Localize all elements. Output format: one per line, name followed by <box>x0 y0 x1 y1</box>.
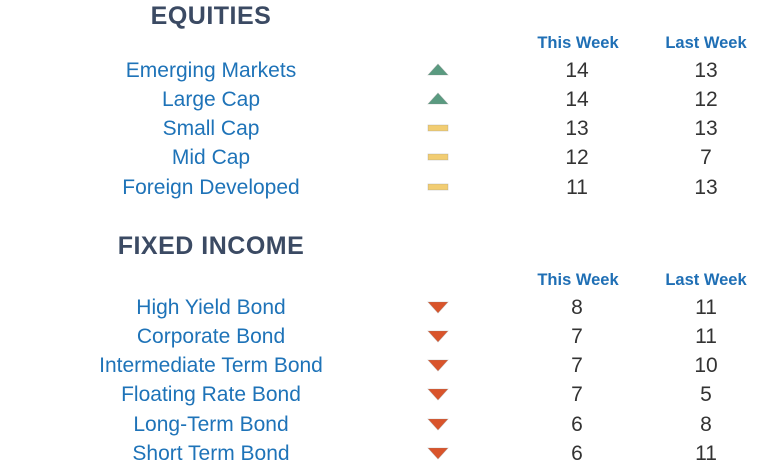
this-week-header: This Week <box>537 34 619 52</box>
down-triangle-icon <box>426 384 450 404</box>
last-week-header: Last Week <box>665 34 747 52</box>
this-week-value: 14 <box>565 88 589 111</box>
table-row: Small Cap 13 13 <box>0 114 771 143</box>
last-week-value: 12 <box>694 88 718 111</box>
last-week-value: 11 <box>695 325 717 348</box>
this-week-value: 8 <box>571 296 583 319</box>
asset-class-name: Small Cap <box>162 117 260 140</box>
this-week-value: 13 <box>565 117 589 140</box>
asset-class-name: Mid Cap <box>171 146 251 169</box>
this-week-value: 6 <box>571 442 583 465</box>
asset-class-name: Intermediate Term Bond <box>99 354 323 377</box>
up-triangle-icon <box>426 60 450 80</box>
down-triangle-icon <box>426 297 450 317</box>
this-week-value: 6 <box>571 413 583 436</box>
last-week-value: 7 <box>700 146 712 169</box>
section-title: EQUITIES <box>150 2 272 30</box>
flat-bar-icon <box>426 147 450 167</box>
asset-class-name: Corporate Bond <box>136 325 286 348</box>
table-row: Floating Rate Bond 7 5 <box>0 380 771 409</box>
last-week-value: 13 <box>694 59 718 82</box>
table-row: Corporate Bond 7 11 <box>0 322 771 351</box>
last-week-header: Last Week <box>665 271 747 289</box>
section-title: FIXED INCOME <box>117 232 305 260</box>
down-triangle-icon <box>426 355 450 375</box>
last-week-value: 10 <box>694 354 718 377</box>
last-week-value: 13 <box>694 117 718 140</box>
asset-class-name: Long-Term Bond <box>133 413 289 436</box>
table-row: Long-Term Bond 6 8 <box>0 410 771 439</box>
this-week-value: 12 <box>565 146 589 169</box>
this-week-value: 7 <box>571 383 583 406</box>
table-row: Mid Cap 12 7 <box>0 143 771 172</box>
table-row: Emerging Markets 14 13 <box>0 56 771 85</box>
this-week-value: 7 <box>571 354 583 377</box>
last-week-value: 5 <box>700 383 712 406</box>
this-week-value: 11 <box>566 176 588 199</box>
this-week-value: 7 <box>571 325 583 348</box>
down-triangle-icon <box>426 414 450 434</box>
down-triangle-icon <box>426 443 450 463</box>
this-week-header: This Week <box>537 271 619 289</box>
asset-class-name: Emerging Markets <box>125 59 297 82</box>
asset-class-name: Large Cap <box>161 88 261 111</box>
down-triangle-icon <box>426 326 450 346</box>
last-week-value: 13 <box>694 176 718 199</box>
flat-bar-icon <box>426 118 450 138</box>
last-week-value: 8 <box>700 413 712 436</box>
table-row: Foreign Developed 11 13 <box>0 173 771 202</box>
asset-class-name: High Yield Bond <box>136 296 286 319</box>
flat-bar-icon <box>426 177 450 197</box>
table-row: High Yield Bond 8 11 <box>0 293 771 322</box>
last-week-value: 11 <box>695 442 717 465</box>
table-row: Large Cap 14 12 <box>0 85 771 114</box>
last-week-value: 11 <box>695 296 717 319</box>
table-row: Short Term Bond 6 11 <box>0 439 771 468</box>
asset-class-name: Foreign Developed <box>122 176 300 199</box>
this-week-value: 14 <box>565 59 589 82</box>
up-triangle-icon <box>426 89 450 109</box>
table-row: Intermediate Term Bond 7 10 <box>0 351 771 380</box>
asset-class-name: Short Term Bond <box>132 442 290 465</box>
asset-class-name: Floating Rate Bond <box>121 383 301 406</box>
